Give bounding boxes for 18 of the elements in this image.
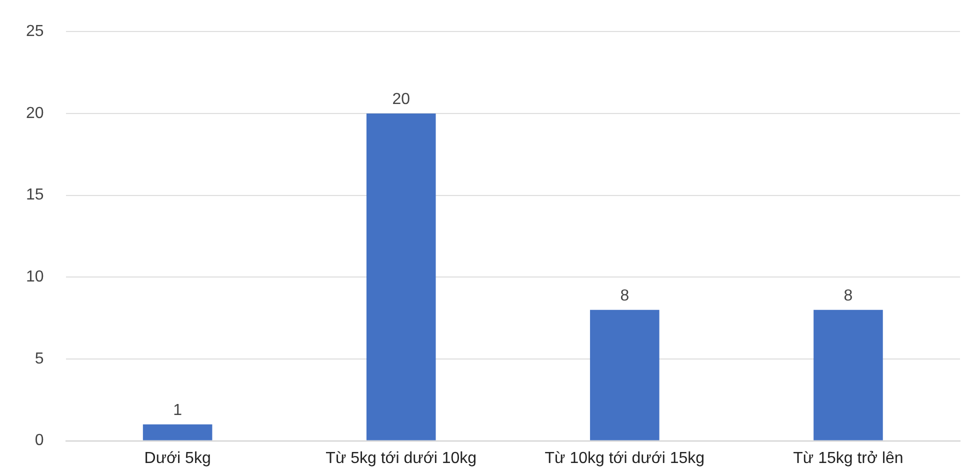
y-tick-label: 10 xyxy=(26,268,44,286)
data-label: 8 xyxy=(844,287,853,304)
x-tick-label: Từ 15kg trở lên xyxy=(793,450,904,467)
y-tick-label: 5 xyxy=(34,350,44,368)
bar xyxy=(814,310,883,440)
bar xyxy=(366,113,436,440)
x-tick-label: Từ 10kg tới dưới 15kg xyxy=(544,450,705,467)
y-tick-label: 25 xyxy=(26,23,44,40)
data-label: 20 xyxy=(392,90,410,108)
y-tick-label: 15 xyxy=(26,186,44,204)
bar xyxy=(142,424,212,440)
x-tick-label: Dưới 5kg xyxy=(144,450,211,467)
y-tick-label: 20 xyxy=(26,104,44,122)
data-label: 1 xyxy=(173,402,182,419)
bar xyxy=(590,310,660,440)
x-tick-label: Từ 5kg tới dưới 10kg xyxy=(326,450,477,467)
data-label: 8 xyxy=(620,287,630,304)
y-tick-label: 0 xyxy=(34,432,44,450)
